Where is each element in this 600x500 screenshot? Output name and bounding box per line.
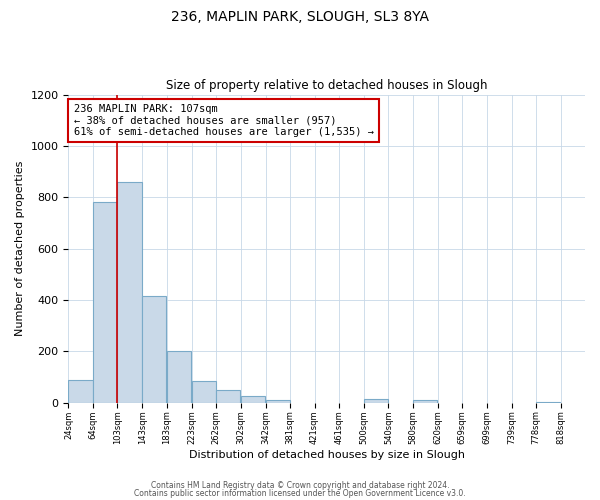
Bar [167,352,191,403]
Bar [68,380,92,403]
Title: Size of property relative to detached houses in Slough: Size of property relative to detached ho… [166,79,487,92]
Text: Contains HM Land Registry data © Crown copyright and database right 2024.: Contains HM Land Registry data © Crown c… [151,481,449,490]
Bar [241,396,265,403]
Bar [216,390,240,403]
Bar [536,402,560,403]
Text: 236 MAPLIN PARK: 107sqm
← 38% of detached houses are smaller (957)
61% of semi-d: 236 MAPLIN PARK: 107sqm ← 38% of detache… [74,104,374,137]
Bar [192,381,216,403]
Text: 236, MAPLIN PARK, SLOUGH, SL3 8YA: 236, MAPLIN PARK, SLOUGH, SL3 8YA [171,10,429,24]
Text: Contains public sector information licensed under the Open Government Licence v3: Contains public sector information licen… [134,488,466,498]
Bar [413,400,437,403]
Y-axis label: Number of detached properties: Number of detached properties [15,161,25,336]
X-axis label: Distribution of detached houses by size in Slough: Distribution of detached houses by size … [189,450,465,460]
Bar [364,399,388,403]
Bar [266,400,290,403]
Bar [142,296,166,403]
Bar [118,182,142,403]
Bar [93,202,118,403]
